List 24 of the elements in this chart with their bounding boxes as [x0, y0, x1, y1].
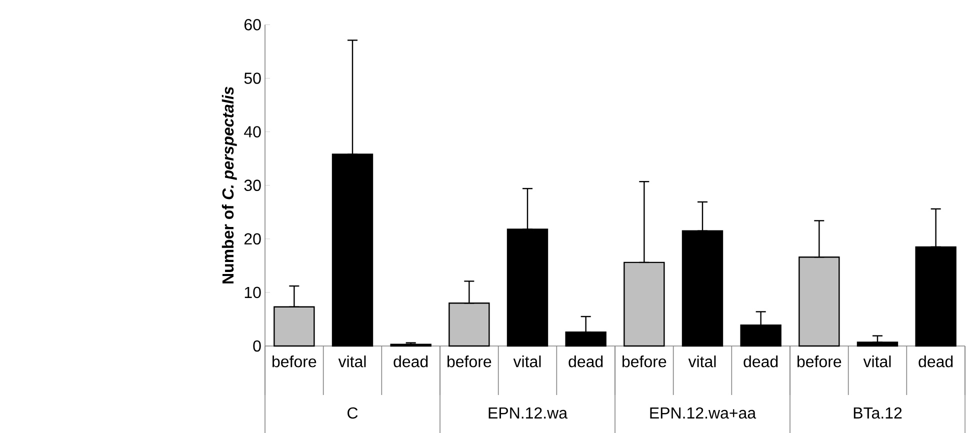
- x-tick-label: vital: [513, 356, 541, 368]
- x-tick-label: dead: [394, 356, 428, 368]
- y-tick-label: 60: [244, 19, 261, 30]
- y-tick-label: 0: [253, 340, 261, 352]
- x-tick-label: vital: [688, 356, 716, 368]
- x-tick-label: vital: [338, 356, 366, 368]
- y-tick-label: 30: [244, 180, 261, 192]
- text: BTa.12: [854, 407, 902, 419]
- x-tick-label: dead: [744, 356, 778, 368]
- y-tick-label: 20: [244, 233, 261, 245]
- text: EPN.12.wa+aa: [650, 407, 756, 419]
- y-axis-title: Number of C. perspectalis: [222, 86, 237, 284]
- x-tick-label: dead: [568, 356, 603, 368]
- text: EPN.12.wa: [488, 407, 568, 419]
- x-tick-label: before: [622, 356, 666, 368]
- text: C: [348, 407, 358, 419]
- y-tick-label: 40: [244, 126, 261, 138]
- x-tick-label: dead: [918, 356, 953, 368]
- y-tick-label: 50: [244, 72, 261, 84]
- x-tick-label: vital: [863, 356, 891, 368]
- x-tick-label: before: [272, 356, 316, 368]
- x-tick-label: before: [798, 356, 842, 368]
- y-tick-label: 10: [244, 286, 261, 298]
- x-tick-label: before: [448, 356, 492, 368]
